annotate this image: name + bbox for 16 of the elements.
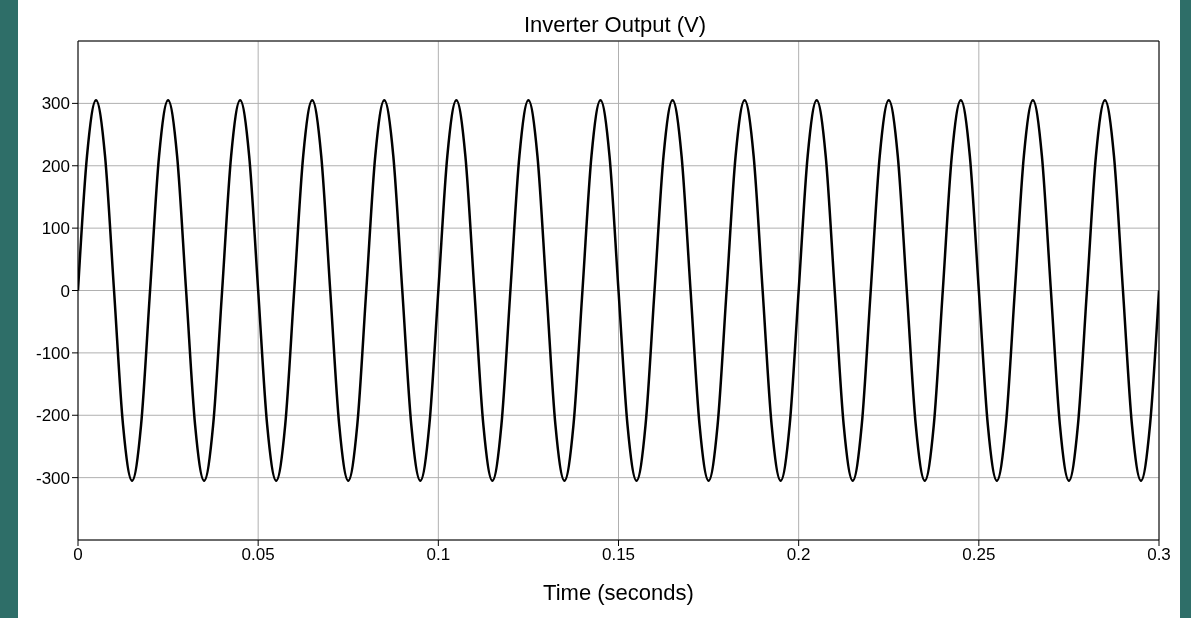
- x-tick-label: 0.3: [1147, 545, 1171, 565]
- y-tick-label: -100: [35, 343, 70, 363]
- x-tick-label: 0.25: [962, 545, 996, 565]
- x-tick-label: 0.1: [426, 545, 451, 565]
- x-tick-label: 0: [73, 545, 83, 565]
- y-tick-label: -200: [35, 406, 70, 426]
- x-tick-label: 0.05: [241, 545, 275, 565]
- y-tick-label: 100: [41, 219, 70, 239]
- y-tick-label: -300: [35, 468, 70, 488]
- x-tick-label: 0.2: [786, 545, 811, 565]
- y-tick-label: 0: [60, 281, 70, 301]
- y-tick-label: 200: [41, 156, 70, 176]
- x-axis-title: Time (seconds): [543, 580, 694, 605]
- y-tick-label: 300: [41, 94, 70, 114]
- chart-title: Inverter Output (V): [522, 12, 708, 38]
- x-tick-label: 0.15: [601, 545, 636, 565]
